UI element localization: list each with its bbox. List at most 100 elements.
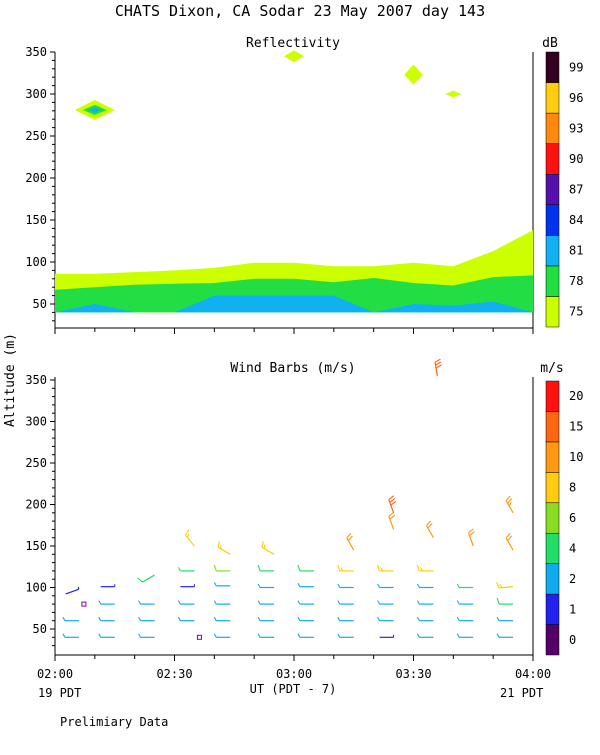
wind-barb-feather	[338, 601, 340, 605]
wind-barb	[63, 634, 79, 638]
wind-barb	[180, 584, 194, 587]
y-tick-label: 300	[25, 87, 47, 101]
wind-barb-feather	[214, 565, 216, 571]
wind-barb-feather	[348, 536, 352, 541]
colorbar-level-label: 87	[569, 183, 583, 197]
wind-barb-feather	[468, 529, 473, 533]
wind-barb-feather	[390, 499, 395, 503]
wind-barb	[214, 617, 230, 621]
wind-barb	[214, 582, 230, 586]
wind-barb	[66, 587, 79, 594]
wind-barb-feather	[258, 565, 260, 571]
wind-barb-feather	[509, 502, 511, 505]
colorbar-level-label: 84	[569, 213, 583, 227]
wind-colorbar-unit: m/s	[540, 361, 563, 376]
wind-barb	[178, 567, 194, 571]
x-tick-label: 04:00	[515, 667, 551, 681]
colorbar-swatch	[546, 174, 559, 205]
x-tick-label: 03:00	[276, 667, 312, 681]
colorbar-level-label: 20	[569, 389, 583, 403]
wind-barb	[298, 617, 314, 621]
wind-barb-feather	[435, 359, 441, 362]
calm-marker	[82, 602, 86, 606]
wind-barb	[338, 617, 354, 621]
wind-barb	[262, 541, 274, 554]
wind-barb-feather	[298, 617, 300, 621]
reflectivity-patch	[445, 91, 461, 98]
wind-barb	[378, 565, 394, 571]
wind-barb-feather	[258, 601, 260, 605]
wind-barb-feather	[338, 634, 340, 638]
wind-barb-feather	[506, 496, 510, 501]
wind-barb-feather	[178, 617, 180, 621]
wind-barb-feather	[457, 634, 459, 638]
wind-barb-staff	[185, 535, 194, 546]
wind-barb-feather	[338, 584, 340, 588]
x-tick-label: 03:30	[395, 667, 431, 681]
wind-barb-feather	[457, 617, 459, 621]
wind-barb	[258, 584, 274, 588]
wind-barb-feather	[390, 515, 395, 519]
wind-barb-feather	[497, 582, 500, 588]
preliminary-note: Prelimiary Data	[60, 715, 168, 729]
wind-barb-feather	[214, 582, 216, 586]
colorbar-swatch	[546, 442, 559, 472]
wind-barb-feather	[99, 601, 101, 605]
wind-barb-feather	[469, 532, 474, 536]
calm-marker	[197, 635, 201, 639]
altitude-axis-label: Altitude (m)	[3, 333, 18, 427]
wind-barb	[101, 584, 115, 587]
colorbar-level-label: 4	[569, 541, 576, 555]
wind-barb-feather	[347, 533, 351, 538]
wind-barb-feather	[138, 578, 143, 582]
wind-barb	[214, 565, 230, 571]
wind-barb	[99, 617, 115, 621]
wind-barb-feather	[139, 601, 141, 605]
colorbar-swatch	[546, 564, 559, 594]
wind-barb	[138, 575, 155, 582]
wind-barb	[214, 601, 230, 605]
wind-barb	[298, 601, 314, 605]
wind-barb-staff	[506, 501, 513, 513]
wind-barb	[139, 617, 155, 621]
wind-barb	[258, 601, 274, 605]
colorbar-level-label: 10	[569, 450, 583, 464]
wind-barb	[417, 584, 433, 588]
y-tick-label: 50	[33, 622, 47, 636]
wind-barb	[506, 533, 513, 550]
wind-barb	[338, 634, 354, 638]
wind-barb	[258, 617, 274, 621]
y-tick-label: 100	[25, 255, 47, 269]
wind-barb	[389, 512, 395, 529]
wind-barb-staff	[506, 538, 513, 550]
wind-barb-feather	[99, 617, 101, 621]
wind-barb-staff	[347, 538, 354, 550]
colorbar-level-label: 96	[569, 91, 583, 105]
wind-barb	[139, 601, 155, 605]
colorbar-swatch	[546, 266, 559, 297]
colorbar-swatch	[546, 296, 559, 327]
wind-barb-feather	[298, 601, 300, 605]
wind-barb-feather	[338, 617, 340, 621]
wind-barb	[457, 617, 473, 621]
wind-barb	[99, 634, 115, 638]
wind-barb-feather	[63, 617, 65, 621]
colorbar-level-label: 1	[569, 602, 576, 616]
wind-barb-feather	[99, 634, 101, 638]
wind-barb	[380, 635, 394, 638]
colorbar-swatch	[546, 235, 559, 266]
end-local-time: 21 PDT	[500, 686, 543, 700]
wind-barb-feather	[457, 601, 459, 605]
colorbar-swatch	[546, 472, 559, 502]
y-tick-label: 250	[25, 129, 47, 143]
wind-barb	[506, 496, 513, 513]
wind-barb	[497, 617, 513, 621]
wind-barb	[468, 529, 474, 546]
wind-barb	[218, 541, 230, 554]
y-tick-label: 150	[25, 539, 47, 553]
wind-barb	[497, 634, 513, 638]
